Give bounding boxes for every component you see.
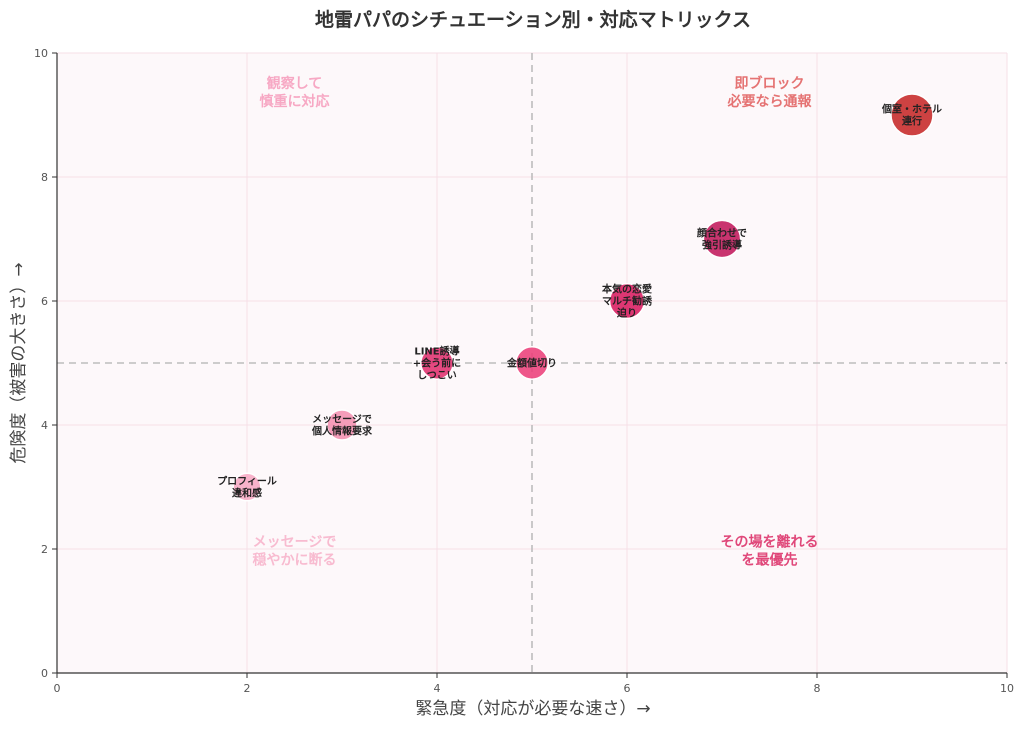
tick-labels: 0 2 4 6 8 10 0 2 4 6 8 10 xyxy=(34,47,1014,695)
y-axis-label: 危険度（被害の大きさ）→ xyxy=(9,262,29,463)
y-tick-label: 2 xyxy=(41,543,48,556)
y-tick-label: 4 xyxy=(41,419,48,432)
x-tick-label: 0 xyxy=(54,682,61,695)
quadrant-label: メッセージで穏やかに断る xyxy=(253,535,337,569)
data-point xyxy=(420,346,454,380)
x-tick-label: 10 xyxy=(1000,682,1014,695)
data-points: プロフィール違和感 メッセージで個人情報要求 LINE誘導+会う前にしつこい 金額値切… xyxy=(217,93,942,502)
x-axis-label: 緊急度（対応が必要な速さ）→ xyxy=(415,699,650,719)
quadrant-label: 即ブロック必要なら通報 xyxy=(727,75,813,110)
x-tick-label: 6 xyxy=(624,682,631,695)
quadrant-label: 観察して慎重に対応 xyxy=(260,75,330,110)
data-point-label: 金額値切り xyxy=(506,357,557,370)
x-tick-label: 4 xyxy=(434,682,441,695)
data-point xyxy=(608,282,646,320)
data-point-label: 本気の恋愛マルチ勧誘迫り xyxy=(602,283,653,320)
y-tick-label: 0 xyxy=(41,667,48,680)
data-point xyxy=(326,409,358,441)
y-tick-label: 10 xyxy=(34,47,48,60)
data-point xyxy=(515,346,549,380)
chart-title: 地雷パパのシチュエーション別・対応マトリックス xyxy=(315,8,751,31)
data-point-label: 個室・ホテル連行 xyxy=(881,103,942,128)
x-tick-label: 8 xyxy=(814,682,821,695)
y-tick-label: 6 xyxy=(41,295,48,308)
data-point xyxy=(702,219,742,259)
y-tick-label: 8 xyxy=(41,171,48,184)
data-point xyxy=(232,472,262,502)
data-point xyxy=(890,93,934,137)
data-point-label: プロフィール違和感 xyxy=(217,475,277,500)
quadrant-label: その場を離れるを最優先 xyxy=(721,534,819,569)
axes xyxy=(56,53,1007,674)
data-point-label: LINE誘導+会う前にしつこい xyxy=(413,345,461,382)
data-point-label: 顔合わせで強引誘導 xyxy=(696,227,747,252)
data-point-label: メッセージで個人情報要求 xyxy=(311,414,373,438)
x-tick-label: 2 xyxy=(244,682,251,695)
